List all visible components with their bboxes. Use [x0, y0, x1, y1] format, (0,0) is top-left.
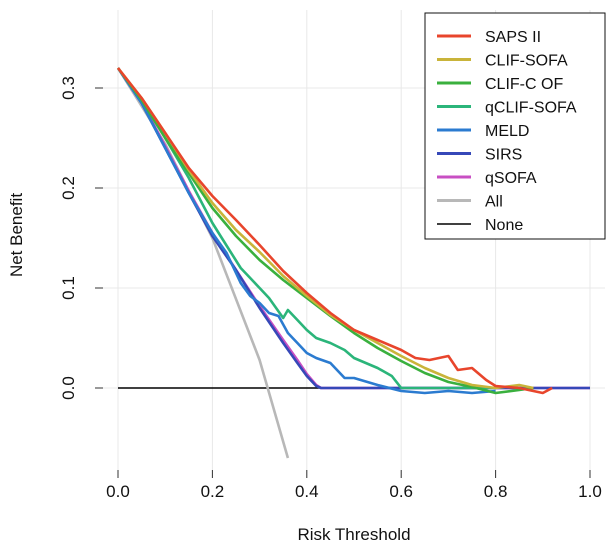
legend-label-clif-sofa: CLIF-SOFA — [485, 53, 568, 70]
legend: SAPS II CLIF-SOFA CLIF-C OF qCLIF-SOFA MELD S… — [425, 13, 605, 239]
x-tick-label: 0.4 — [295, 482, 319, 501]
legend-label-qclif-sofa: qCLIF-SOFA — [485, 100, 577, 117]
y-axis-title: Net Benefit — [7, 193, 26, 277]
legend-label-qsofa: qSOFA — [485, 170, 537, 187]
legend-label-clif-c-of: CLIF-C OF — [485, 76, 563, 93]
x-tick-label: 1.0 — [578, 482, 602, 501]
legend-label-all: All — [485, 194, 503, 211]
x-tick-label: 0.0 — [106, 482, 130, 501]
y-tick-label: 0.2 — [59, 176, 78, 200]
x-axis-title: Risk Threshold — [297, 525, 410, 544]
x-tick-label: 0.6 — [389, 482, 413, 501]
legend-label-sirs: SIRS — [485, 147, 522, 164]
x-tick-label: 0.2 — [201, 482, 225, 501]
y-tick-label: 0.0 — [59, 376, 78, 400]
legend-label-none: None — [485, 217, 523, 234]
legend-label-saps-ii: SAPS II — [485, 29, 541, 46]
y-tick-label: 0.3 — [59, 76, 78, 100]
legend-label-meld: MELD — [485, 123, 529, 140]
x-tick-label: 0.8 — [484, 482, 508, 501]
y-tick-label: 0.1 — [59, 276, 78, 300]
